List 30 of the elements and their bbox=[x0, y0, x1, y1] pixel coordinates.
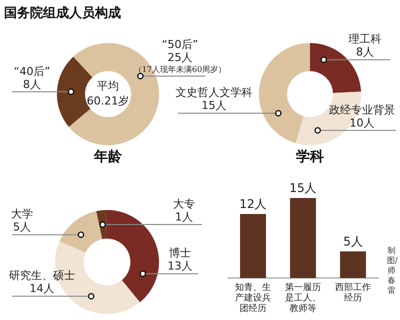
data-label: 25人 bbox=[168, 51, 192, 64]
data-label: 14人 bbox=[30, 282, 54, 296]
data-label: 8人 bbox=[356, 46, 374, 59]
data-label: 1人 bbox=[175, 210, 193, 224]
slice-label: 大专 bbox=[173, 198, 195, 211]
slice-label: 政经专业背景 bbox=[329, 103, 395, 116]
text: 学科 bbox=[296, 149, 324, 166]
slice-label: “50后” bbox=[162, 38, 198, 52]
slice-label: 大学 bbox=[11, 208, 33, 221]
data-label: 5人 bbox=[13, 220, 31, 234]
slice-label: 理工科 bbox=[348, 32, 382, 46]
text: 年龄 bbox=[93, 149, 123, 166]
x-tick-label: 西部工作经历 bbox=[335, 282, 371, 304]
text: 平均 60.21岁 bbox=[86, 79, 130, 108]
x-tick-label: 第一履历是工人、教师等 bbox=[285, 282, 321, 314]
text: 制图/师春雷 bbox=[387, 246, 398, 296]
text: （17人现年未满60周岁） bbox=[134, 65, 226, 74]
slice-label: 博士 bbox=[169, 246, 191, 260]
data-label: 13人 bbox=[168, 260, 192, 273]
slice-label: 文史哲人文学科 bbox=[176, 86, 252, 100]
slice-label: 研究生、硕士 bbox=[9, 269, 75, 282]
x-tick-label: 知青、生产建设兵团经历 bbox=[235, 282, 271, 314]
data-label: 5人 bbox=[343, 234, 363, 248]
slice-label: “40后” bbox=[14, 64, 50, 78]
data-label: 10人 bbox=[350, 116, 374, 130]
data-label: 15人 bbox=[289, 181, 317, 196]
data-label: 12人 bbox=[239, 197, 267, 212]
chart-title: 国务院组成人员构成 bbox=[4, 4, 121, 22]
data-label: 15人 bbox=[202, 99, 226, 112]
data-label: 8人 bbox=[23, 78, 41, 91]
